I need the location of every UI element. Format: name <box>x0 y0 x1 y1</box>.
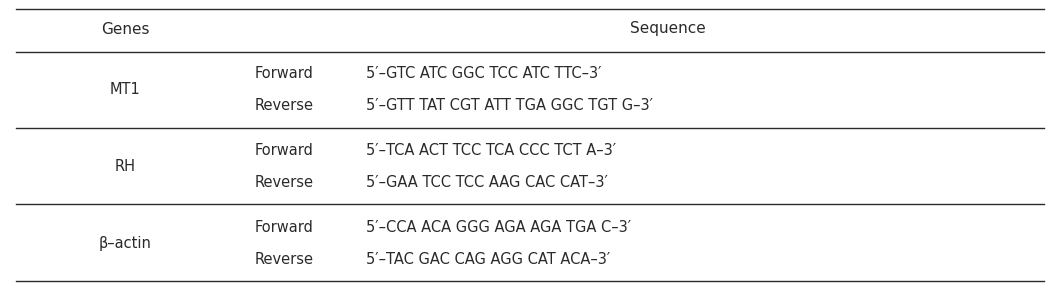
Text: 5′–TAC GAC CAG AGG CAT ACA–3′: 5′–TAC GAC CAG AGG CAT ACA–3′ <box>366 252 610 267</box>
Text: Reverse: Reverse <box>254 252 314 267</box>
Text: MT1: MT1 <box>109 82 141 97</box>
Text: Forward: Forward <box>254 66 314 81</box>
Text: Reverse: Reverse <box>254 98 314 113</box>
Text: Reverse: Reverse <box>254 175 314 190</box>
Text: Forward: Forward <box>254 220 314 235</box>
Text: 5′–CCA ACA GGG AGA AGA TGA C–3′: 5′–CCA ACA GGG AGA AGA TGA C–3′ <box>366 220 631 235</box>
Text: 5′–GAA TCC TCC AAG CAC CAT–3′: 5′–GAA TCC TCC AAG CAC CAT–3′ <box>366 175 607 190</box>
Text: Genes: Genes <box>101 21 149 37</box>
Text: β–actin: β–actin <box>99 236 152 251</box>
Text: 5′–GTC ATC GGC TCC ATC TTC–3′: 5′–GTC ATC GGC TCC ATC TTC–3′ <box>366 66 601 81</box>
Text: Forward: Forward <box>254 143 314 158</box>
Text: Sequence: Sequence <box>630 21 706 37</box>
Text: RH: RH <box>114 159 136 174</box>
Text: 5′–TCA ACT TCC TCA CCC TCT A–3′: 5′–TCA ACT TCC TCA CCC TCT A–3′ <box>366 143 616 158</box>
Text: 5′–GTT TAT CGT ATT TGA GGC TGT G–3′: 5′–GTT TAT CGT ATT TGA GGC TGT G–3′ <box>366 98 653 113</box>
